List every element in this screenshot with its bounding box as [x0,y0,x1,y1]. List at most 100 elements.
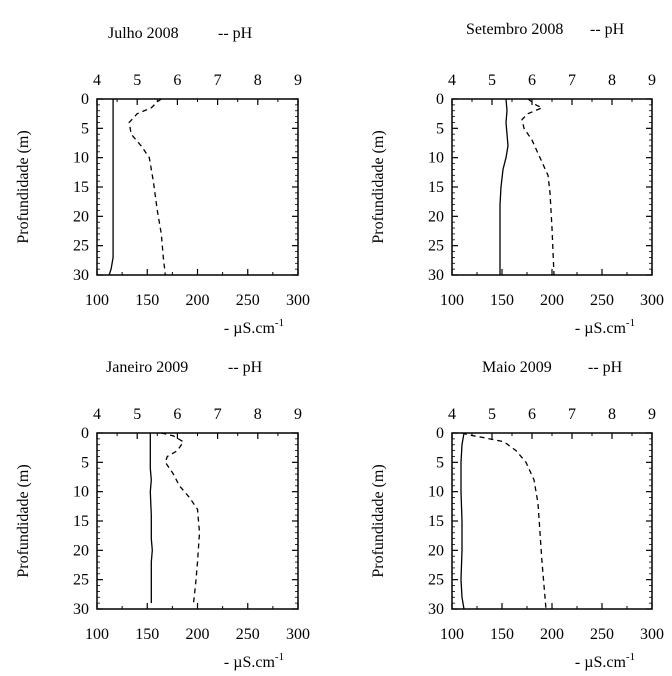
bottom-tick-label: 150 [135,626,159,643]
x-axis-title-exponent: -1 [275,651,284,663]
top-tick-label: 9 [294,406,302,423]
top-tick-label: 6 [173,406,181,423]
y-tick-label: 30 [73,601,89,618]
x-axis-title: - µS.cm-1 [224,317,284,337]
plot-frame [96,98,299,276]
x-axis-title: - µS.cm-1 [575,651,635,671]
top-tick-label: 8 [254,72,262,89]
y-tick-label: 15 [428,513,444,530]
conductivity-profile-line [499,98,509,275]
y-tick-label: 20 [428,542,444,559]
top-tick-label: 4 [93,72,101,89]
y-tick-label: 30 [428,267,444,284]
y-tick-label: 25 [73,238,89,255]
bottom-tick-label: 150 [490,626,514,643]
y-tick-label: 25 [428,572,444,589]
x-axis-title-exponent: -1 [626,651,635,663]
top-tick-label: 4 [93,406,101,423]
y-tick-label: 5 [81,454,89,471]
conductivity-profile-line [108,99,114,276]
x-axis-title-unit: µS.cm [233,320,275,337]
y-axis-title: Profundidade (m) [370,130,387,243]
ph-axis-label: -- pH [590,21,625,38]
x-axis-title-unit: µS.cm [584,320,626,337]
y-tick-label: 0 [81,91,89,108]
ph-profile-line [128,98,166,276]
top-tick-label: 5 [488,72,496,89]
plot-frame [451,98,653,276]
x-axis-title: - µS.cm-1 [575,317,635,337]
bottom-tick-label: 300 [640,626,664,643]
bottom-tick-label: 200 [540,292,564,309]
y-tick-label: 20 [73,208,89,225]
top-tick-label: 9 [648,406,656,423]
x-axis-title-exponent: -1 [275,317,284,329]
ph-profile-line [521,98,555,276]
bottom-tick-label: 100 [85,292,109,309]
x-axis-title-prefix: - [575,320,584,337]
y-tick-label: 15 [73,513,89,530]
bottom-tick-label: 300 [640,292,664,309]
plot-frame [451,432,653,610]
ph-profile-line [461,432,547,610]
x-axis-title-unit: µS.cm [584,654,626,671]
top-tick-label: 6 [528,406,536,423]
y-tick-label: 5 [436,120,444,137]
ph-axis-label: -- pH [228,359,263,376]
top-tick-label: 4 [448,72,456,89]
y-tick-label: 20 [428,208,444,225]
bottom-tick-label: 300 [286,626,310,643]
x-axis-title: - µS.cm-1 [224,651,284,671]
bottom-tick-label: 250 [590,292,614,309]
y-tick-label: 5 [81,120,89,137]
top-tick-label: 9 [294,72,302,89]
bottom-tick-label: 100 [440,292,464,309]
chart-title: Janeiro 2009 [106,359,188,376]
y-tick-label: 30 [428,601,444,618]
chart-panel: Setembro 2008 -- pH Profundidade (m) - µS.c… [370,21,664,337]
y-tick-label: 0 [81,425,89,442]
ph-axis-label: -- pH [588,359,623,376]
y-tick-label: 30 [73,267,89,284]
x-axis-title-unit: µS.cm [233,654,275,671]
top-tick-label: 7 [214,406,222,423]
x-axis-title-prefix: - [575,654,584,671]
chart-panel: Maio 2009 -- pH Profundidade (m) - µS.cm-1 4… [370,359,664,671]
y-axis-title: Profundidade (m) [15,464,32,577]
top-tick-label: 7 [568,406,576,423]
top-tick-label: 6 [528,72,536,89]
top-tick-label: 4 [448,406,456,423]
bottom-tick-label: 200 [186,626,210,643]
bottom-tick-label: 250 [236,626,260,643]
x-axis-title-exponent: -1 [626,317,635,329]
y-tick-label: 5 [436,454,444,471]
top-tick-label: 9 [648,72,656,89]
y-tick-label: 10 [428,150,444,167]
y-tick-label: 0 [436,91,444,108]
y-axis-title: Profundidade (m) [15,130,32,243]
top-tick-label: 5 [133,406,141,423]
top-tick-label: 5 [488,406,496,423]
plot-frame [96,432,299,610]
chart-title: Maio 2009 [482,359,552,376]
top-tick-label: 5 [133,72,141,89]
x-axis-title-prefix: - [224,320,233,337]
conductivity-profile-line [149,433,153,604]
bottom-tick-label: 250 [590,626,614,643]
top-tick-label: 7 [568,72,576,89]
chart-panel: Janeiro 2009 -- pH Profundidade (m) - µS.cm… [15,359,310,671]
y-tick-label: 15 [428,179,444,196]
bottom-tick-label: 200 [540,626,564,643]
y-tick-label: 10 [73,484,89,501]
y-tick-label: 20 [73,542,89,559]
conductivity-profile-line [460,432,465,610]
x-axis-title-prefix: - [224,654,233,671]
bottom-tick-label: 100 [440,626,464,643]
ph-profile-line [161,432,201,604]
y-tick-label: 0 [436,425,444,442]
top-tick-label: 8 [608,72,616,89]
top-tick-label: 8 [608,406,616,423]
bottom-tick-label: 100 [85,626,109,643]
top-tick-label: 8 [254,406,262,423]
